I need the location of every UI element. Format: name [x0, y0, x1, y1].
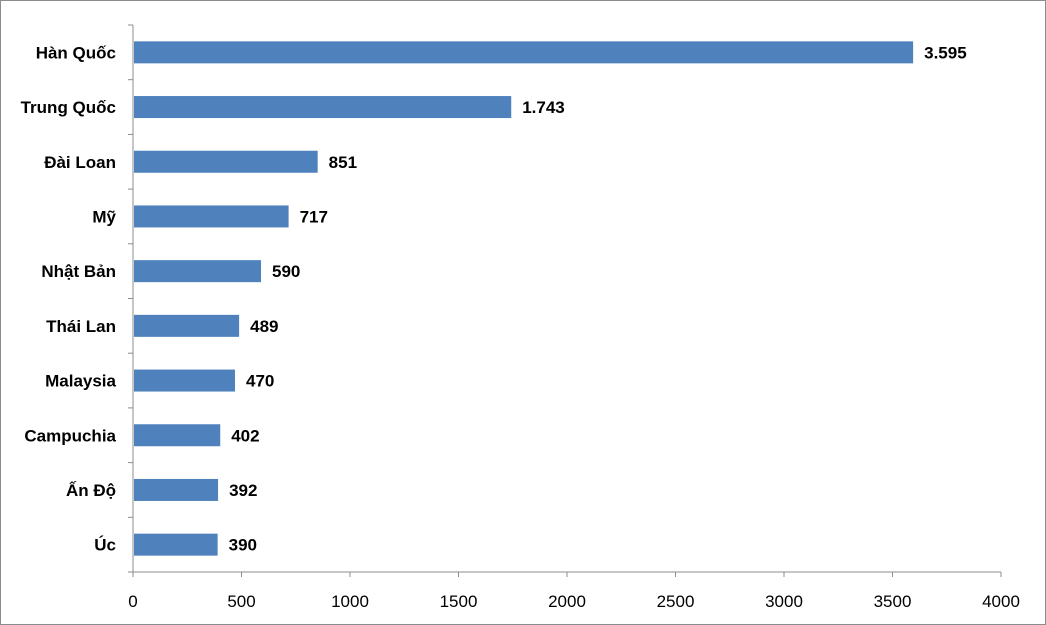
x-tick-label: 0: [128, 592, 137, 611]
bar-2: [134, 150, 318, 173]
x-tick-label: 3500: [874, 592, 912, 611]
x-tick-label: 4000: [982, 592, 1020, 611]
value-label: 717: [300, 207, 328, 226]
bar-9: [134, 533, 218, 556]
category-label: Nhật Bản: [41, 262, 116, 281]
bar-4: [134, 260, 262, 283]
category-label: Campuchia: [24, 426, 116, 445]
bar-1: [134, 96, 512, 119]
value-label: 392: [229, 481, 257, 500]
category-label: Trung Quốc: [21, 98, 116, 117]
bar-5: [134, 314, 240, 337]
bar-8: [134, 478, 219, 501]
value-label: 851: [329, 153, 357, 172]
bars-layer: [134, 41, 914, 556]
category-label: Ấn Độ: [66, 481, 116, 500]
category-label: Thái Lan: [46, 317, 116, 336]
x-tick-label: 1500: [440, 592, 478, 611]
value-label: 590: [272, 262, 300, 281]
value-label: 470: [246, 372, 274, 391]
bar-7: [134, 424, 221, 447]
value-label: 489: [250, 317, 278, 336]
category-label: Mỹ: [92, 207, 116, 226]
category-label: Hàn Quốc: [36, 43, 116, 62]
axis-layer: [128, 24, 1002, 577]
value-label: 1.743: [522, 98, 565, 117]
value-label: 3.595: [924, 43, 967, 62]
bar-6: [134, 369, 235, 392]
labels-layer: Hàn Quốc 3.595 Trung Quốc 1.743 Đài Loan 851 M…: [21, 43, 1020, 611]
x-tick-label: 2000: [548, 592, 586, 611]
category-label: Đài Loan: [44, 153, 116, 172]
x-tick-label: 2500: [657, 592, 695, 611]
value-label: 402: [231, 426, 259, 445]
bar-3: [134, 205, 289, 228]
x-tick-label: 1000: [331, 592, 369, 611]
category-label: Malaysia: [45, 372, 116, 391]
category-label: Úc: [94, 536, 116, 555]
bar-0: [134, 41, 914, 64]
value-label: 390: [229, 536, 257, 555]
x-tick-label: 500: [227, 592, 255, 611]
x-tick-label: 3000: [765, 592, 803, 611]
